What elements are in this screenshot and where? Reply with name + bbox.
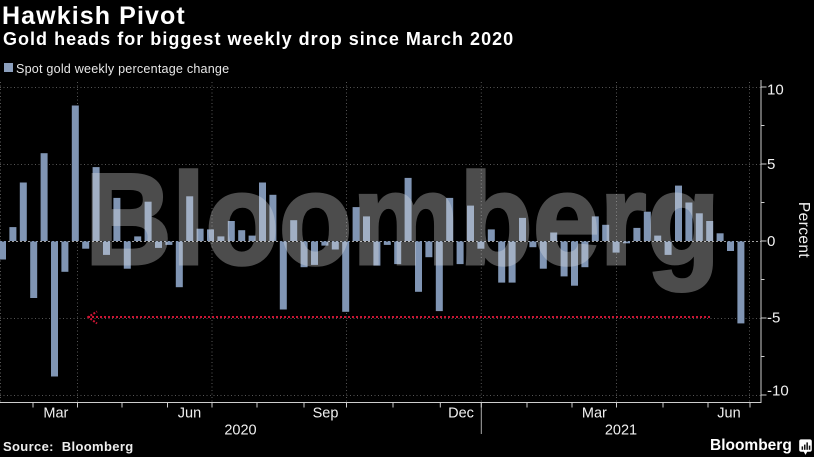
svg-text:Bloomberg: Bloomberg xyxy=(85,146,720,292)
svg-text:Percent: Percent xyxy=(795,202,812,259)
svg-text:Jun: Jun xyxy=(178,406,201,422)
svg-text:0: 0 xyxy=(767,233,775,250)
svg-text:-10: -10 xyxy=(767,383,789,400)
svg-text:Dec: Dec xyxy=(448,406,474,422)
svg-text:2021: 2021 xyxy=(605,423,637,439)
svg-text:-5: -5 xyxy=(767,309,780,326)
svg-text:10: 10 xyxy=(767,81,784,98)
svg-text:Mar: Mar xyxy=(582,406,607,422)
svg-text:Sep: Sep xyxy=(313,406,339,422)
svg-text:Jun: Jun xyxy=(717,406,740,422)
svg-text:Mar: Mar xyxy=(43,406,68,422)
svg-text:5: 5 xyxy=(767,156,775,173)
svg-text:2020: 2020 xyxy=(224,423,256,439)
